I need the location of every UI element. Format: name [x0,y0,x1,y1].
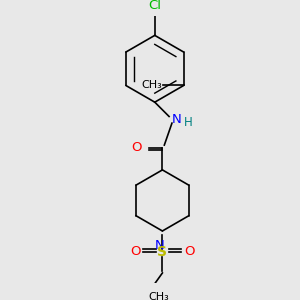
Text: H: H [183,116,192,129]
Text: CH₃: CH₃ [148,292,169,300]
Text: N: N [155,238,164,252]
Text: O: O [184,245,194,259]
Text: O: O [131,142,141,154]
Text: O: O [130,245,141,259]
Text: CH₃: CH₃ [141,80,162,91]
Text: S: S [158,245,167,259]
Text: N: N [172,113,182,126]
Text: Cl: Cl [148,0,161,13]
